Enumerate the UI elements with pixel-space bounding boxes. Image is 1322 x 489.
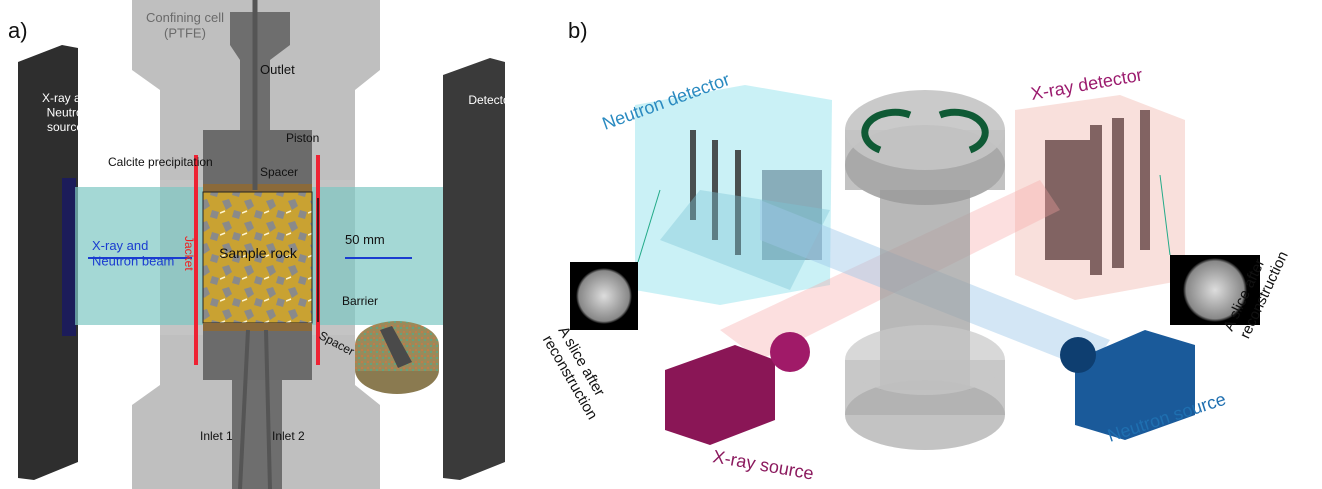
label-line: Neutron beam [92,254,174,269]
label: Piston [286,131,319,145]
panel-label: b) [568,18,588,43]
panel-a-graphics [18,0,505,489]
label: 50 mm [345,232,385,247]
label: Inlet 2 [272,429,305,443]
panel-b-graphics [570,85,1260,450]
label: Sample rock [219,245,298,261]
label: X-ray and Neutron sources [42,91,94,134]
label: Detectors [468,93,519,107]
label: A slice afterreconstruction [539,324,616,423]
label: Inlet 1 [200,429,233,443]
label: Calcite precipitation [108,155,213,169]
label: Barrier [342,294,378,308]
label: Jacket [182,236,196,271]
label-line: sources [47,120,89,134]
label-line: X-ray and [42,91,94,105]
label: X-ray and Neutron beam [92,238,174,269]
label: Outlet [260,62,295,77]
label-line: Neutron [47,105,90,119]
label-line: X-ray and [92,238,148,253]
label-line: (PTFE) [164,26,206,41]
label: Spacer [260,165,298,179]
label-line: Confining cell [146,10,224,25]
label: Confining cell (PTFE) [146,10,224,41]
label: X-ray source [711,446,815,483]
panel-label: a) [8,18,28,43]
